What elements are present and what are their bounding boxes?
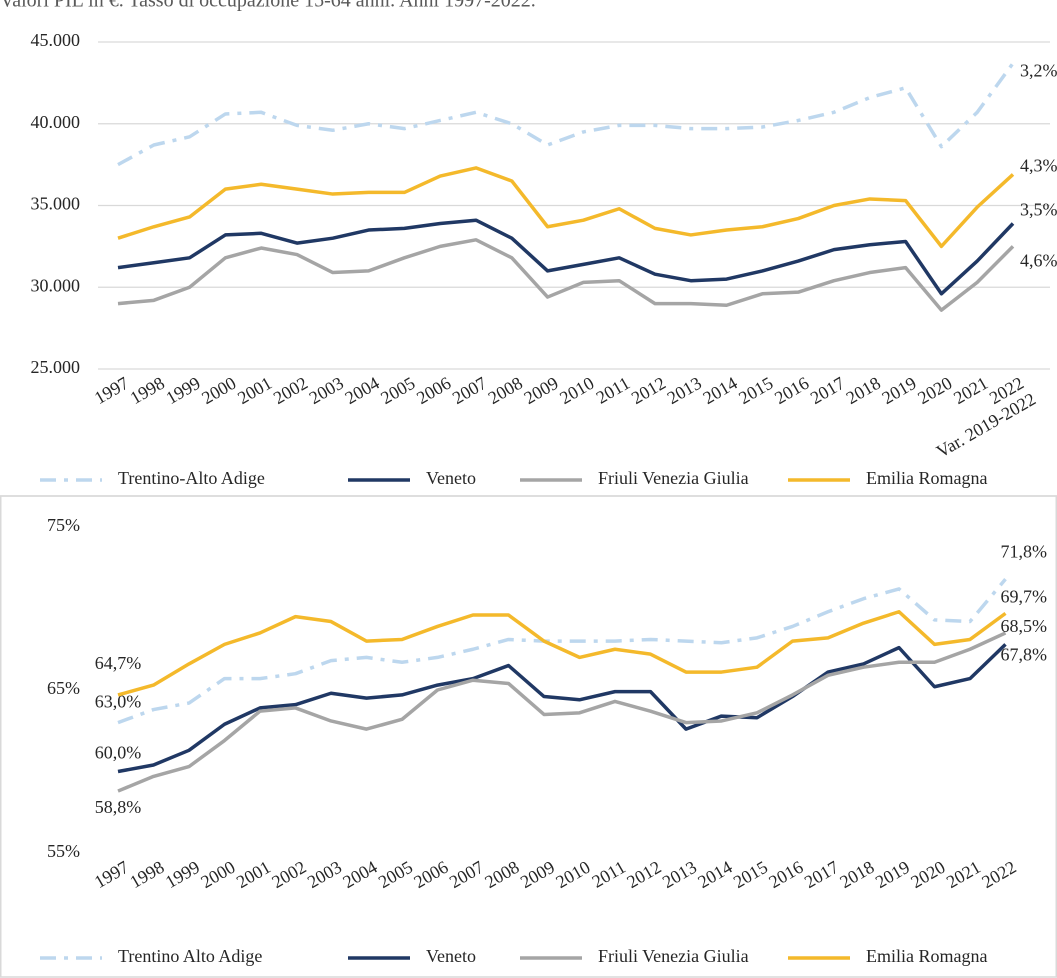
data-label: 58,8% (95, 797, 142, 817)
legend-label: Friuli Venezia Giulia (598, 946, 749, 966)
series-line (117, 166, 1015, 249)
y-tick-label: 30.000 (31, 275, 81, 295)
legend-label: Friuli Venezia Giulia (598, 468, 749, 488)
data-label: 63,0% (95, 692, 142, 712)
series-line (117, 238, 1015, 312)
data-label: 64,7% (95, 653, 142, 673)
series-line (117, 610, 1007, 697)
data-label: 60,0% (95, 743, 142, 763)
change-label: 3,5% (1020, 200, 1057, 220)
y-tick-label: 45.000 (31, 30, 81, 50)
series-line (117, 643, 1007, 774)
legend-label: Trentino-Alto Adige (118, 468, 265, 488)
series-line (117, 631, 1007, 793)
data-label: 69,7% (1001, 587, 1048, 607)
y-tick-label: 55% (47, 841, 80, 861)
data-label: 71,8% (1001, 541, 1048, 561)
y-tick-label: 75% (47, 515, 80, 535)
legend-label: Emilia Romagna (866, 946, 987, 966)
series-line (117, 218, 1015, 296)
y-tick-label: 65% (47, 678, 80, 698)
y-tick-label: 40.000 (31, 112, 81, 132)
legend-label: Emilia Romagna (866, 468, 987, 488)
chart-frame (0, 495, 1057, 978)
caption: Valori PIL in €. Tasso di occupazione 15… (0, 0, 536, 12)
legend-label: Veneto (426, 946, 476, 966)
legend-label: Trentino Alto Adige (118, 946, 262, 966)
change-label: 4,3% (1020, 156, 1057, 176)
change-label: 4,6% (1020, 251, 1057, 271)
data-label: 67,8% (1001, 644, 1048, 664)
change-label: 3,2% (1020, 60, 1057, 80)
series-line (117, 578, 1007, 725)
y-tick-label: 35.000 (31, 194, 81, 214)
y-tick-label: 25.000 (31, 357, 81, 377)
series-line (117, 62, 1015, 167)
data-label: 68,5% (1001, 616, 1048, 636)
legend-label: Veneto (426, 468, 476, 488)
